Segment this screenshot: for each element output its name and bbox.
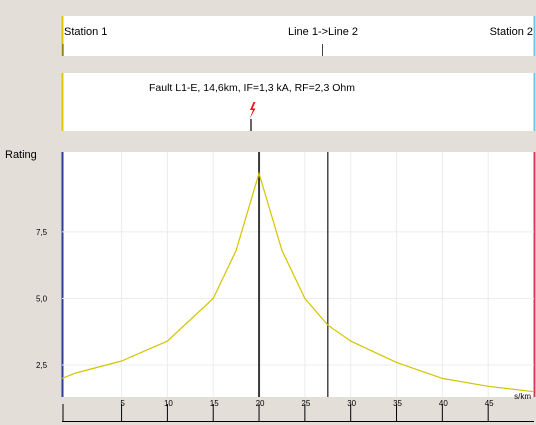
rating-curve-line xyxy=(61,171,535,393)
x-tick-label: 35 xyxy=(393,399,402,408)
line-label: Line 1->Line 2 xyxy=(288,26,358,38)
x-tick-label: 25 xyxy=(301,399,310,408)
station-strip xyxy=(62,16,536,56)
x-tick-label: 20 xyxy=(256,399,265,408)
x-tick-label: 10 xyxy=(164,399,173,408)
x-axis-label: s/km xyxy=(514,392,531,401)
x-tick-label: 30 xyxy=(347,399,356,408)
lightning-bolt-icon xyxy=(249,102,256,119)
y-tick-label: 7,5 xyxy=(36,228,48,237)
y-tick-label: 5,0 xyxy=(36,294,48,303)
plot-area xyxy=(62,152,536,397)
y-axis-label: Rating xyxy=(5,149,37,161)
chart-marks: 5 10 15 20 25 30 35 40 45 2,5 5,0 7,5 s/km xyxy=(36,152,535,422)
fault-label: Fault L1-E, 14,6km, IF=1,3 kA, RF=2,3 Oh… xyxy=(149,82,355,94)
x-tick-label: 15 xyxy=(210,399,219,408)
fault-strip xyxy=(62,73,536,131)
grid xyxy=(62,152,534,397)
x-tick-label: 45 xyxy=(485,399,494,408)
y-tick-label: 2,5 xyxy=(36,361,48,370)
x-tick-label: 5 xyxy=(120,399,125,408)
station2-label: Station 2 xyxy=(490,26,533,38)
station1-label: Station 1 xyxy=(64,26,107,38)
x-tick-label: 40 xyxy=(439,399,448,408)
